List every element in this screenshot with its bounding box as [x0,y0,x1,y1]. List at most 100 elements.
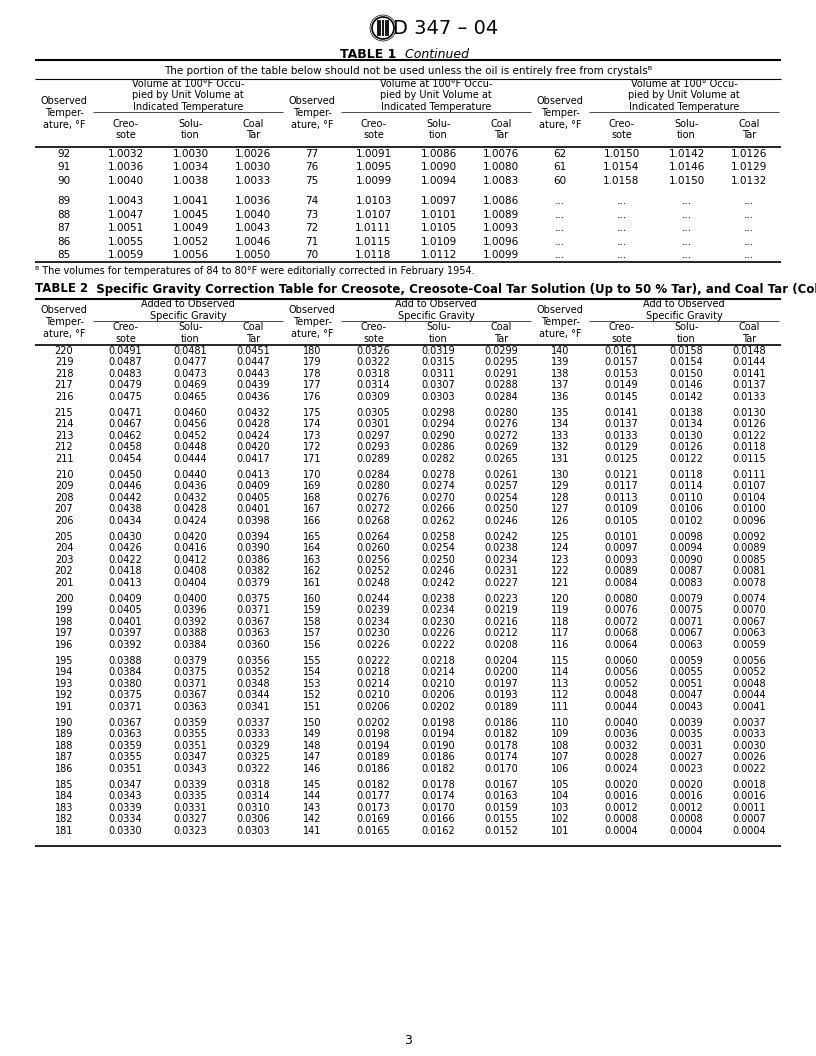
Text: 0.0363: 0.0363 [109,730,142,739]
Text: 0.0272: 0.0272 [484,431,518,440]
Text: 219: 219 [55,357,73,367]
Text: 0.0438: 0.0438 [109,505,142,514]
Text: 91: 91 [57,163,71,172]
Text: 1.0032: 1.0032 [108,149,144,158]
Text: 0.0020: 0.0020 [605,779,638,790]
Text: 0.0314: 0.0314 [357,380,390,391]
Text: 0.0085: 0.0085 [732,554,766,565]
Text: 0.0347: 0.0347 [174,752,207,762]
Text: 1.0052: 1.0052 [172,237,209,247]
Text: 0.0204: 0.0204 [484,656,518,665]
Text: 1.0099: 1.0099 [483,250,519,260]
Text: 0.0182: 0.0182 [357,779,390,790]
Text: 190: 190 [55,718,73,728]
Text: 0.0413: 0.0413 [109,578,142,588]
Text: 1.0046: 1.0046 [235,237,271,247]
Text: 108: 108 [551,740,570,751]
Text: 172: 172 [303,442,322,452]
Text: 1.0090: 1.0090 [420,163,457,172]
Text: 0.0094: 0.0094 [670,543,703,553]
Text: 0.0186: 0.0186 [357,763,390,774]
Text: 0.0008: 0.0008 [605,814,638,825]
Text: 1.0146: 1.0146 [668,163,705,172]
Text: 1.0033: 1.0033 [235,175,271,186]
Text: 0.0440: 0.0440 [174,470,207,479]
Text: 75: 75 [305,175,318,186]
Text: 0.0075: 0.0075 [670,605,703,616]
Text: Coal
Tar: Coal Tar [490,322,512,344]
Text: 0.0462: 0.0462 [109,431,142,440]
Text: 0.0409: 0.0409 [236,482,270,491]
Text: 185: 185 [55,779,73,790]
Text: 0.0307: 0.0307 [422,380,455,391]
Text: 0.0084: 0.0084 [605,578,638,588]
Text: ...: ... [616,250,627,260]
Text: 0.0059: 0.0059 [670,656,703,665]
Text: 136: 136 [551,392,570,401]
Text: 163: 163 [303,554,322,565]
Text: ...: ... [555,210,565,220]
Text: 0.0289: 0.0289 [357,454,390,464]
Text: 220: 220 [55,345,73,356]
Text: ...: ... [681,210,692,220]
Text: 0.0306: 0.0306 [236,814,270,825]
Text: ...: ... [555,223,565,233]
Text: 71: 71 [305,237,318,247]
Text: 215: 215 [55,408,73,418]
Text: The portion of the table below should not be used unless the oil is entirely fre: The portion of the table below should no… [164,65,652,76]
Text: 168: 168 [303,493,322,503]
Text: 1.0043: 1.0043 [108,196,144,206]
Text: Solu-
tion: Solu- tion [178,118,202,140]
Text: 0.0146: 0.0146 [670,380,703,391]
Text: 0.0150: 0.0150 [670,369,703,379]
Text: 0.0270: 0.0270 [422,493,455,503]
Text: 0.0341: 0.0341 [236,702,270,712]
Text: 184: 184 [55,791,73,802]
Text: 0.0388: 0.0388 [109,656,142,665]
Text: 0.0210: 0.0210 [357,691,390,700]
Text: 0.0424: 0.0424 [236,431,270,440]
Text: 105: 105 [551,779,570,790]
Text: 0.0360: 0.0360 [236,640,270,649]
Text: Creo-
sote: Creo- sote [113,322,139,344]
Text: 0.0052: 0.0052 [605,679,638,689]
Text: 0.0063: 0.0063 [732,628,765,638]
Text: 60: 60 [553,175,566,186]
Text: 171: 171 [303,454,322,464]
Text: 0.0238: 0.0238 [484,543,518,553]
Text: 0.0107: 0.0107 [732,482,766,491]
Text: 0.0028: 0.0028 [605,752,638,762]
Text: 218: 218 [55,369,73,379]
Text: 0.0436: 0.0436 [174,482,207,491]
Text: 0.0405: 0.0405 [236,493,270,503]
Text: 0.0430: 0.0430 [109,532,142,542]
Text: 3: 3 [404,1034,412,1046]
Text: Add to Observed
Specific Gravity: Add to Observed Specific Gravity [643,299,725,321]
Text: 0.0432: 0.0432 [236,408,270,418]
Text: 191: 191 [55,702,73,712]
Text: 0.0475: 0.0475 [109,392,143,401]
Text: 1.0095: 1.0095 [356,163,392,172]
Text: 0.0428: 0.0428 [236,419,270,429]
Text: 211: 211 [55,454,73,464]
Text: 0.0004: 0.0004 [732,826,765,835]
Text: 216: 216 [55,392,73,401]
Text: 113: 113 [551,679,570,689]
Text: 1.0036: 1.0036 [108,163,144,172]
Text: 0.0100: 0.0100 [732,505,765,514]
Text: 0.0355: 0.0355 [109,752,143,762]
Text: 0.0189: 0.0189 [357,752,390,762]
Text: 0.0158: 0.0158 [670,345,703,356]
Text: TABLE 1: TABLE 1 [340,48,397,60]
Text: 0.0031: 0.0031 [670,740,703,751]
Text: 0.0223: 0.0223 [484,593,518,604]
Text: 0.0413: 0.0413 [236,470,270,479]
Text: 0.0295: 0.0295 [484,357,518,367]
Text: 0.0004: 0.0004 [670,826,703,835]
Text: 134: 134 [551,419,570,429]
Text: 0.0166: 0.0166 [422,814,455,825]
Text: 0.0343: 0.0343 [174,763,207,774]
Text: 0.0242: 0.0242 [422,578,455,588]
Text: 0.0126: 0.0126 [670,442,703,452]
Text: 1.0115: 1.0115 [355,237,392,247]
